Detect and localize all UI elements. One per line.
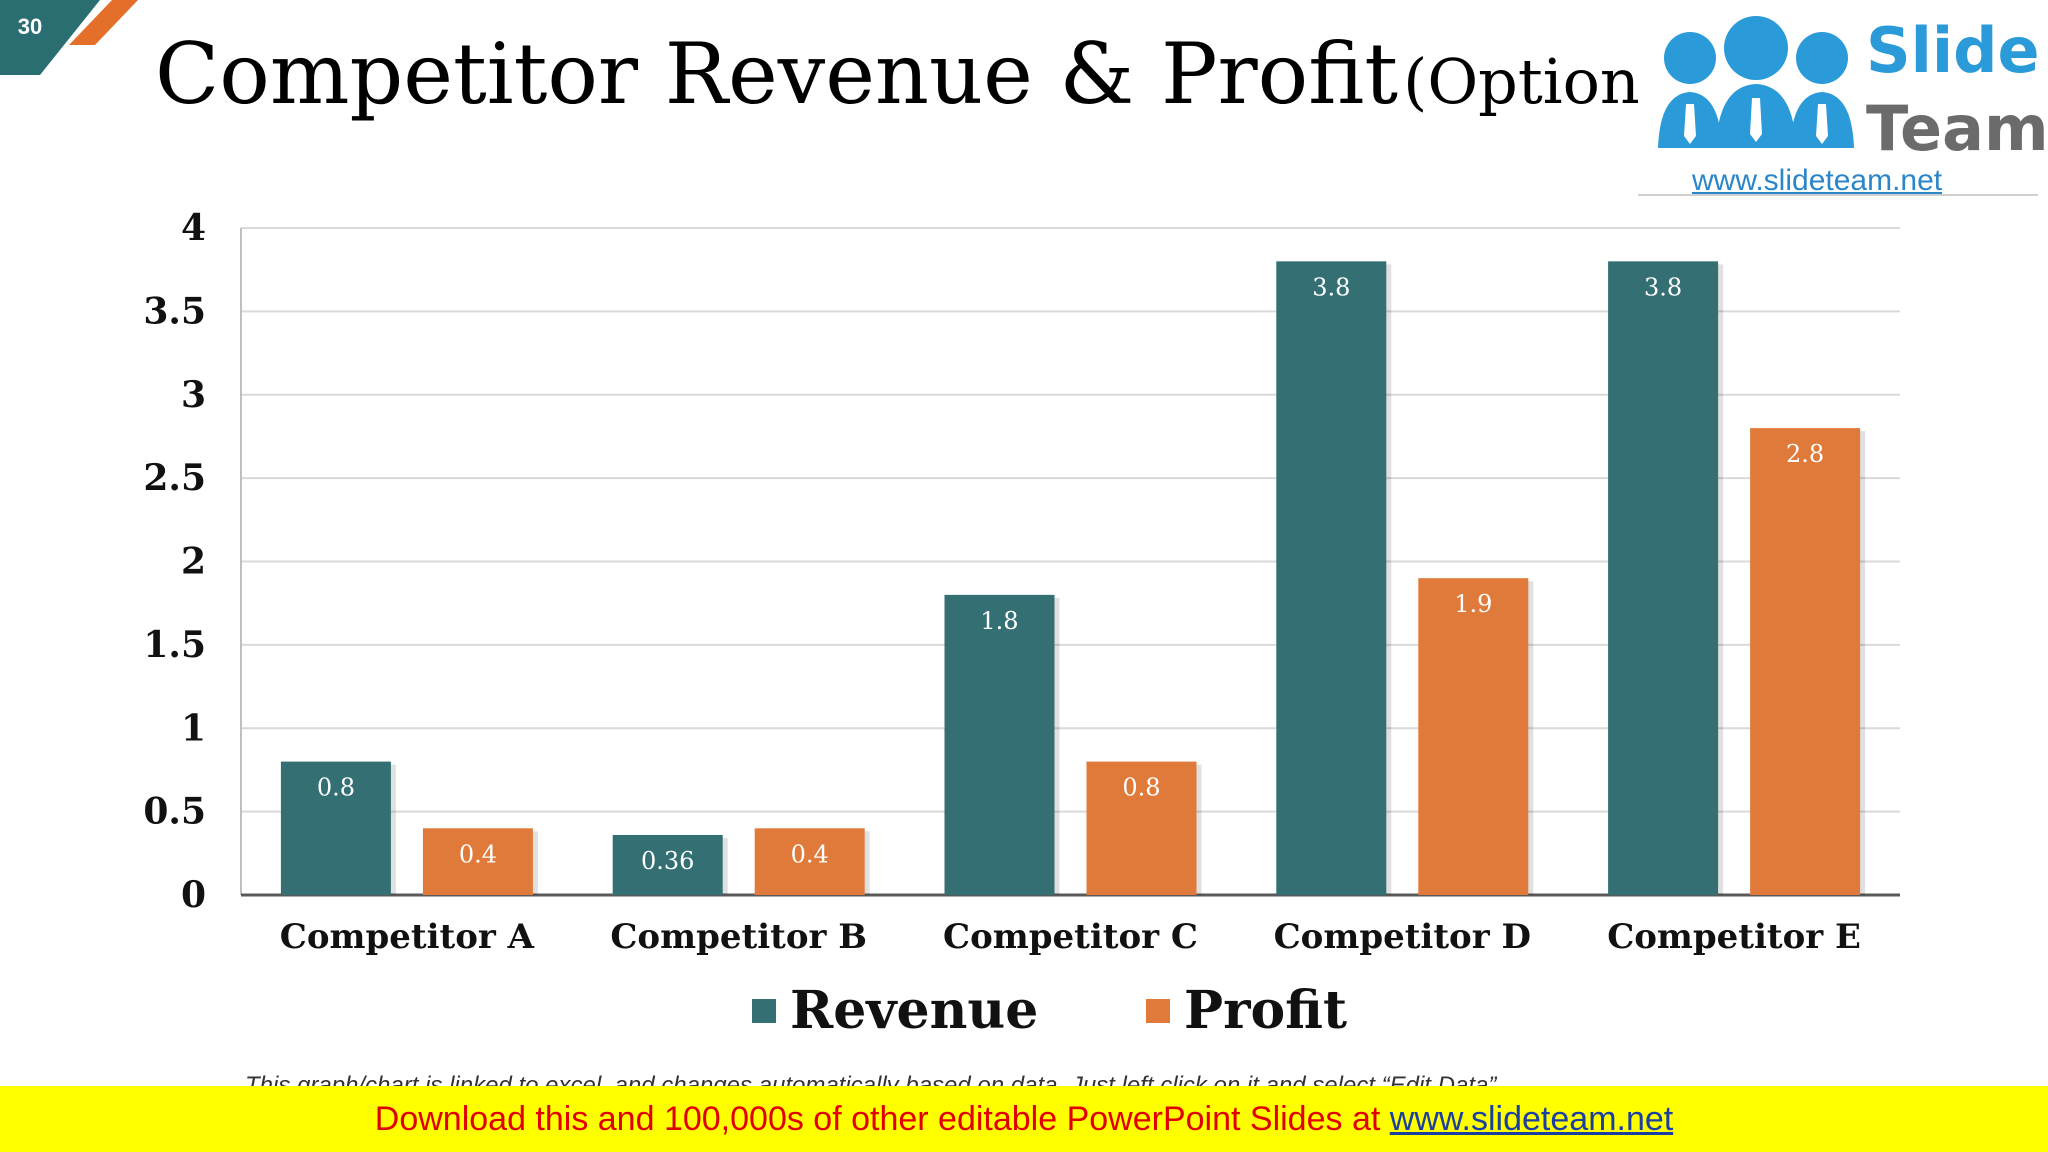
- x-tick-label: Competitor B: [610, 917, 867, 957]
- data-label: 2.8: [1786, 440, 1824, 468]
- bar-chart: 0 0.5 1 1.5 2 2.5 3 3.5 4 0.8 0.4 Competitor A 0.36 0…: [143, 207, 1900, 957]
- x-tick-label: Competitor E: [1607, 917, 1861, 957]
- slide-number-badge: [0, 0, 138, 75]
- x-tick-label: Competitor C: [943, 917, 1198, 957]
- y-tick-label: 1.5: [143, 624, 206, 666]
- data-label: 3.8: [1644, 273, 1682, 301]
- badge-orange-stripe: [69, 0, 138, 45]
- legend-profit: Profit: [1146, 980, 1347, 1041]
- data-label: 0.8: [317, 774, 355, 802]
- bar-revenue: [280, 761, 391, 895]
- title-main: Competitor Revenue & Profit: [155, 25, 1399, 123]
- logo-underline: [1638, 194, 2038, 196]
- y-tick-label: 3.5: [143, 290, 206, 332]
- download-banner: Download this and 100,000s of other edit…: [0, 1086, 2048, 1152]
- data-label: 0.4: [791, 840, 829, 868]
- data-label: 1.9: [1454, 590, 1492, 618]
- data-label: 0.8: [1122, 774, 1160, 802]
- logo-url[interactable]: www.slideteam.net: [1692, 164, 1943, 197]
- bar-profit: [1750, 428, 1861, 895]
- slide-number: 30: [17, 14, 43, 39]
- bar-profit: [754, 828, 865, 895]
- slideteam-logo[interactable]: Slide Team www.slideteam.net: [1638, 0, 2048, 198]
- bar-profit: [1418, 578, 1529, 895]
- bar-profit: [1086, 761, 1197, 895]
- y-tick-label: 2: [181, 541, 206, 583]
- logo-people-icon: [1658, 16, 1854, 148]
- data-label: 0.36: [641, 847, 694, 875]
- legend-revenue-label: Revenue: [790, 980, 1039, 1041]
- data-label: 3.8: [1312, 273, 1350, 301]
- legend-revenue-swatch: [752, 998, 776, 1023]
- bar-revenue: [1276, 261, 1387, 896]
- y-tick-label: 0.5: [143, 791, 206, 833]
- chart-footnote: This graph/chart is linked to excel, and…: [245, 1072, 1503, 1086]
- logo-word-slide: Slide: [1866, 14, 2040, 87]
- bar-revenue: [612, 834, 723, 895]
- bar-revenue: [944, 594, 1055, 895]
- data-label: 1.8: [980, 607, 1018, 635]
- bar-revenue: [1608, 261, 1719, 896]
- legend-revenue: Revenue: [752, 980, 1038, 1041]
- badge-teal-shape: [0, 0, 100, 75]
- banner-text: Download this and 100,000s of other edit…: [374, 1100, 1390, 1138]
- data-label: 0.4: [459, 840, 497, 868]
- y-tick-label: 0: [181, 874, 206, 916]
- banner-link[interactable]: www.slideteam.net: [1389, 1100, 1674, 1138]
- legend-profit-swatch: [1146, 998, 1170, 1023]
- y-tick-label: 2.5: [143, 457, 206, 499]
- x-tick-label: Competitor A: [280, 917, 535, 957]
- x-tick-label: Competitor D: [1274, 917, 1531, 957]
- bar-profit: [422, 828, 533, 895]
- y-tick-label: 4: [181, 207, 206, 249]
- y-tick-label: 3: [181, 374, 206, 416]
- logo-word-team: Team: [1866, 92, 2048, 165]
- y-tick-label: 1: [181, 707, 206, 749]
- legend-profit-label: Profit: [1184, 980, 1348, 1041]
